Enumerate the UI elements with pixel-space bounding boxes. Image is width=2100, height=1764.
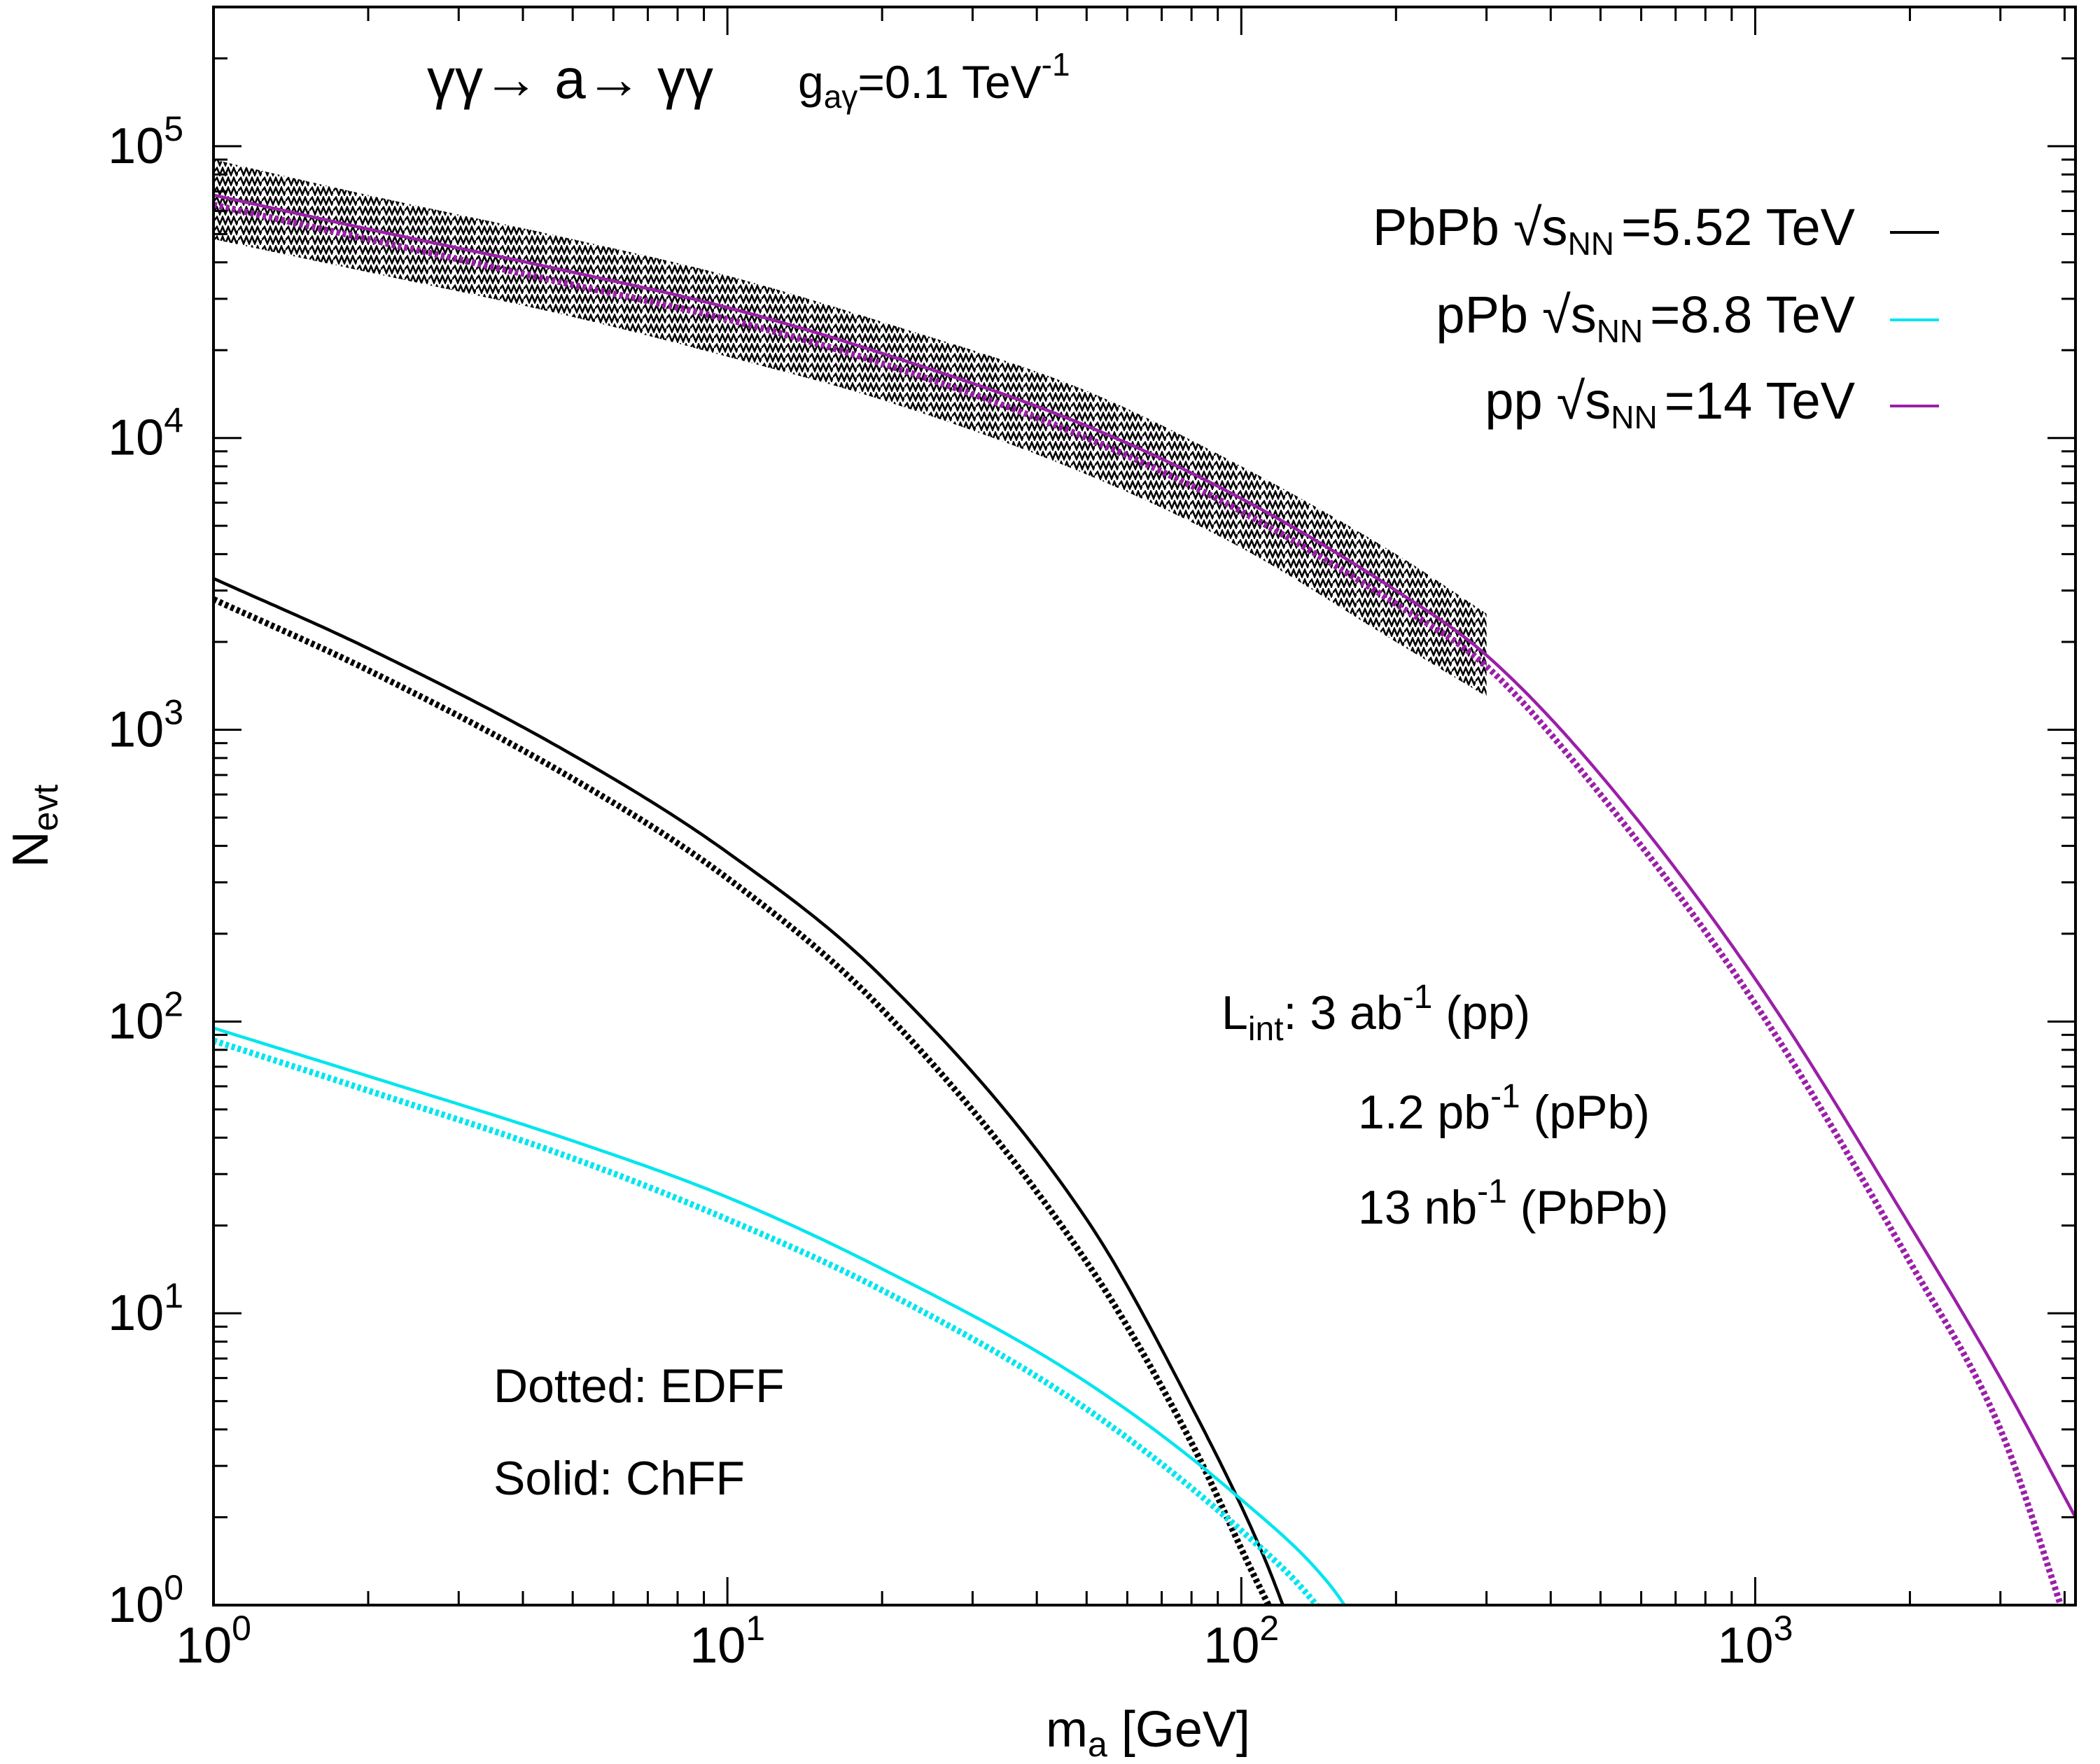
coupling-main: g	[798, 56, 824, 108]
x-tick-label-3: 103	[1717, 1609, 1793, 1674]
note-solid: Solid: ChFF	[493, 1452, 745, 1505]
lumi-label-sub: int	[1248, 1011, 1284, 1048]
lumi-label-main: L	[1222, 986, 1248, 1040]
lumi-ppb-exp: -1	[1490, 1078, 1520, 1115]
lumi-pbpb-value: 13 nb	[1358, 1181, 1477, 1234]
axis-ticks	[212, 6, 2076, 1606]
x-tick-label-exp: 0	[232, 1609, 251, 1648]
data-series	[214, 193, 2076, 1605]
legend-entry-pp: pp √sNN =14 TeV	[1485, 372, 1855, 435]
legend-ppb-energy: =8.8 TeV	[1650, 286, 1855, 344]
coupling-sub: aγ	[824, 78, 858, 115]
series-line-0	[214, 577, 1285, 1605]
y-tick-label-exp: 2	[164, 984, 183, 1023]
lumi-pbpb-tail: (PbPb)	[1507, 1181, 1669, 1234]
coupling-label: gaγ=0.1 TeV-1	[798, 46, 1070, 115]
y-tick-label-3: 103	[108, 693, 183, 758]
lumi-pp-tail: (pp)	[1432, 986, 1530, 1040]
x-axis-title: ma [GeV]	[1046, 1702, 1250, 1764]
y-tick-label-2: 102	[108, 984, 183, 1049]
x-tick-label-exp: 2	[1259, 1609, 1279, 1648]
lumi-line-pbpb: 13 nb-1 (PbPb)	[1358, 1173, 1668, 1234]
legend-ppb-sqrt: √s	[1542, 286, 1597, 344]
legend-pp-name: pp	[1485, 372, 1542, 430]
legend-pp-sub: NN	[1611, 399, 1657, 435]
series-line-5	[214, 202, 2064, 1605]
legend-pbpb-sub: NN	[1568, 225, 1614, 262]
process-title: γγ→ a→ γγ	[427, 48, 713, 110]
x-tick-label-base: 10	[1203, 1618, 1259, 1674]
y-axis-title-main: N	[3, 831, 59, 867]
series-line-3	[214, 1037, 1321, 1605]
y-tick-label-exp: 0	[164, 1568, 183, 1607]
band-0	[214, 159, 1487, 696]
lumi-colon: :	[1284, 986, 1310, 1040]
series-line-4	[214, 193, 2076, 1518]
y-tick-label-base: 10	[108, 1577, 164, 1633]
y-tick-label-base: 10	[108, 1285, 164, 1341]
legend-pp-energy: =14 TeV	[1665, 372, 1856, 430]
y-tick-label-base: 10	[108, 702, 164, 758]
series-line-1	[214, 596, 1273, 1605]
y-axis-title: Nevt	[3, 785, 65, 868]
coupling-exp: -1	[1042, 46, 1070, 83]
x-tick-label-exp: 1	[746, 1609, 765, 1648]
y-axis-title-sub: evt	[26, 785, 65, 832]
legend-pbpb-sqrt: √s	[1513, 198, 1568, 256]
lumi-pp-exp: -1	[1403, 979, 1433, 1016]
legend-ppb-name: pPb	[1436, 286, 1528, 344]
coupling-value: =0.1 TeV	[858, 56, 1041, 108]
lumi-pp-value: 3 ab	[1310, 986, 1402, 1040]
y-tick-label-5: 105	[108, 109, 183, 174]
y-tick-label-exp: 3	[164, 693, 183, 732]
x-axis-title-main: m	[1046, 1702, 1088, 1758]
legend-entry-pbpb: PbPb √sNN =5.52 TeV	[1373, 198, 1856, 262]
legend-ppb-sub: NN	[1597, 313, 1643, 349]
uncertainty-bands	[214, 159, 1487, 696]
legend-entry-ppb: pPb √sNN =8.8 TeV	[1436, 286, 1855, 349]
legend-pbpb-energy: =5.52 TeV	[1621, 198, 1856, 256]
x-tick-label-base: 10	[176, 1618, 232, 1674]
lumi-pbpb-exp: -1	[1477, 1173, 1507, 1210]
x-axis-title-sub: a	[1088, 1725, 1107, 1764]
x-tick-label-exp: 3	[1774, 1609, 1793, 1648]
y-tick-label-0: 100	[108, 1568, 183, 1633]
y-tick-label-exp: 1	[164, 1276, 183, 1315]
y-tick-label-4: 104	[108, 401, 183, 466]
y-tick-label-exp: 5	[164, 109, 183, 148]
series-line-2	[214, 1026, 1347, 1605]
legend-pbpb-name: PbPb	[1373, 198, 1499, 256]
y-tick-label-base: 10	[108, 410, 164, 466]
lumi-ppb-value: 1.2 pb	[1358, 1086, 1490, 1139]
lumi-line-ppb: 1.2 pb-1 (pPb)	[1358, 1078, 1650, 1139]
x-tick-label-1: 101	[690, 1609, 765, 1674]
x-tick-label-base: 10	[1717, 1618, 1773, 1674]
x-tick-label-2: 102	[1203, 1609, 1279, 1674]
x-tick-label-base: 10	[690, 1618, 746, 1674]
x-axis-title-rest: [GeV]	[1107, 1702, 1250, 1758]
lumi-line-pp: Lint: 3 ab-1 (pp)	[1222, 979, 1530, 1048]
y-tick-label-base: 10	[108, 993, 164, 1049]
legend-pp-sqrt: √s	[1557, 372, 1611, 430]
luminosity-annotation: Lint: 3 ab-1 (pp) 1.2 pb-1 (pPb) 13 nb-1…	[1222, 979, 1668, 1234]
y-tick-label-base: 10	[108, 118, 164, 174]
y-tick-label-1: 101	[108, 1276, 183, 1341]
y-tick-label-exp: 4	[164, 401, 183, 440]
note-dotted: Dotted: EDFF	[493, 1359, 785, 1413]
legend: PbPb √sNN =5.52 TeV pPb √sNN =8.8 TeV pp √sNN…	[1373, 198, 1939, 435]
x-tick-label-0: 100	[176, 1609, 251, 1674]
plot-frame	[212, 6, 2077, 1606]
lumi-ppb-tail: (pPb)	[1520, 1086, 1650, 1139]
